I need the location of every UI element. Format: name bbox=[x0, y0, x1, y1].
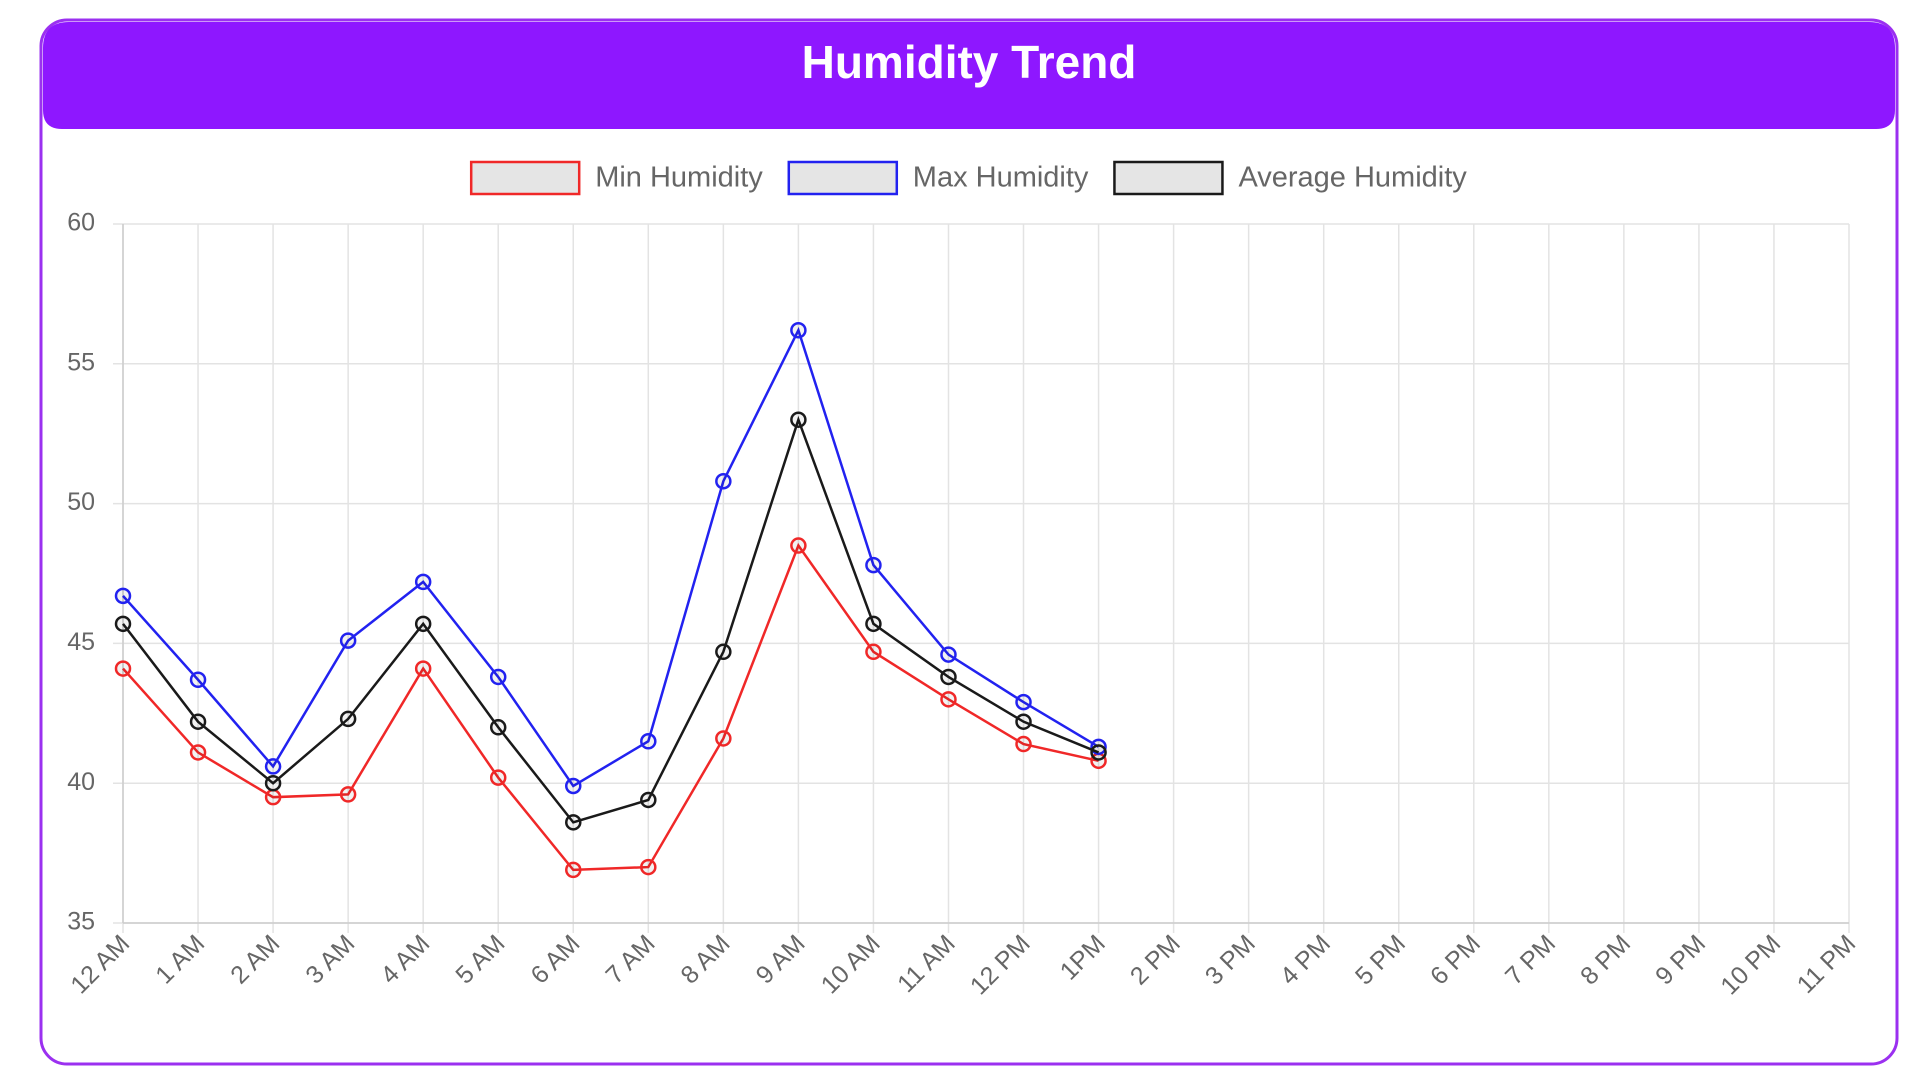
data-point bbox=[715, 472, 732, 490]
y-tick-label: 50 bbox=[67, 488, 95, 516]
y-tick-label: 45 bbox=[67, 628, 95, 656]
data-point bbox=[189, 671, 207, 688]
card-header bbox=[43, 22, 1895, 129]
series-line bbox=[122, 542, 1099, 872]
data-point bbox=[264, 788, 282, 806]
legend-label: Max Humidity bbox=[913, 162, 1089, 194]
data-point bbox=[414, 660, 432, 677]
data-point bbox=[715, 730, 732, 747]
data-point bbox=[264, 774, 282, 792]
data-point bbox=[114, 660, 132, 677]
series-line bbox=[122, 326, 1100, 788]
data-point bbox=[940, 668, 957, 686]
data-point bbox=[414, 573, 432, 591]
data-point bbox=[489, 769, 507, 786]
data-point bbox=[339, 710, 357, 728]
data-point bbox=[790, 321, 807, 339]
chart-title: Humidity Trend bbox=[802, 36, 1137, 88]
legend-swatch bbox=[469, 160, 581, 196]
data-point bbox=[790, 537, 807, 554]
legend-label: Min Humidity bbox=[595, 162, 763, 194]
data-point bbox=[339, 786, 357, 803]
data-point bbox=[940, 646, 957, 663]
data-point bbox=[114, 615, 132, 633]
data-point bbox=[414, 615, 432, 633]
data-point bbox=[489, 668, 507, 686]
data-point bbox=[565, 814, 582, 831]
data-point bbox=[790, 411, 807, 428]
data-point bbox=[489, 719, 507, 736]
data-point bbox=[865, 556, 882, 574]
legend-label: Average Humidity bbox=[1238, 162, 1467, 194]
data-point bbox=[189, 744, 207, 761]
data-point bbox=[865, 643, 882, 661]
data-point bbox=[715, 643, 732, 661]
data-point bbox=[339, 632, 357, 649]
data-point bbox=[940, 691, 957, 708]
data-point bbox=[1015, 693, 1032, 711]
data-point bbox=[189, 713, 207, 730]
legend-swatch bbox=[1113, 160, 1224, 196]
data-point bbox=[640, 858, 657, 876]
data-point bbox=[565, 777, 582, 795]
data-point bbox=[565, 861, 582, 879]
legend-swatch bbox=[787, 160, 899, 196]
data-point bbox=[114, 587, 132, 605]
data-point bbox=[1015, 735, 1032, 753]
data-point bbox=[1015, 713, 1032, 730]
y-tick-label: 55 bbox=[67, 348, 95, 376]
data-point bbox=[640, 791, 657, 809]
data-point bbox=[1090, 744, 1107, 761]
data-point bbox=[264, 758, 282, 775]
card bbox=[39, 18, 1899, 1066]
y-tick-label: 60 bbox=[67, 209, 95, 237]
series-line bbox=[122, 415, 1100, 824]
y-tick-label: 35 bbox=[67, 908, 95, 936]
data-point bbox=[640, 733, 657, 750]
data-point bbox=[865, 615, 882, 633]
y-tick-label: 40 bbox=[67, 768, 95, 796]
